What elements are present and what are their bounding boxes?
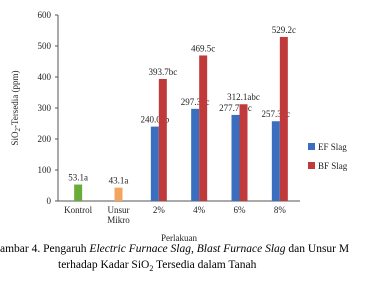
bar (271, 121, 280, 201)
y-label-sub: 2 (14, 128, 22, 132)
y-tick-label: 500 (38, 41, 52, 51)
bar (231, 114, 240, 201)
caption-part: dan Unsur M (286, 243, 350, 255)
caption-part: ambar 4. Pengaruh (0, 243, 89, 255)
legend-label: BF Slag (318, 161, 348, 171)
x-axis-label: Perlakuan (161, 233, 197, 243)
y-tick-label: 400 (38, 72, 52, 82)
y-label-part: SiO (10, 131, 20, 146)
y-tick-label: 600 (38, 10, 52, 20)
legend-swatch (308, 143, 315, 150)
value-label: 53.1a (68, 173, 88, 183)
x-tick-label: Kontrol (64, 205, 92, 215)
x-tick-line: 4% (193, 205, 206, 215)
x-tick-line: 8% (274, 205, 287, 215)
y-tick-label: 200 (38, 134, 52, 144)
value-label: 277.7abc (219, 103, 252, 113)
value-label: 469.5c (191, 43, 215, 53)
x-tick-line: 2% (153, 205, 166, 215)
caption-part: Tersedia dalam Tanah (153, 259, 256, 271)
caption-part: terhadap Kadar SiO (58, 259, 149, 271)
bar (158, 78, 167, 201)
x-tick-line: Kontrol (64, 205, 92, 215)
legend-label: EF Slag (318, 142, 347, 152)
y-tick-label: 100 (38, 165, 52, 175)
y-tick-label: 300 (38, 103, 52, 113)
bar (114, 187, 123, 201)
x-tick-label: 4% (193, 205, 206, 215)
x-tick-line: Unsur (108, 205, 130, 215)
bar (279, 36, 288, 201)
value-label: 43.1a (109, 176, 129, 186)
caption-line: ambar 4. Pengaruh Electric Furnace Slag,… (0, 243, 349, 255)
bar (199, 55, 208, 201)
caption-part: , (191, 243, 197, 255)
value-label: 257.3bc (261, 109, 290, 119)
value-label: 393.7bc (148, 67, 177, 77)
x-tick-line: Mikro (107, 215, 130, 225)
value-label: 529.2c (272, 25, 296, 35)
x-tick-label: 6% (234, 205, 247, 215)
legend-swatch (308, 162, 315, 169)
y-label-part: -Tersedia (ppm) (10, 70, 20, 128)
caption-sub: 2 (149, 264, 153, 273)
bar (74, 184, 83, 201)
x-tick-label: 8% (274, 205, 287, 215)
x-tick-line: 6% (234, 205, 247, 215)
bar (191, 108, 200, 201)
x-tick-label: 2% (153, 205, 166, 215)
y-axis-label: SiO2-Tersedia (ppm) (10, 70, 22, 145)
value-label: 312.1abc (227, 92, 260, 102)
caption-part: Electric Furnace Slag (88, 243, 191, 255)
value-label: 297.3bc (181, 97, 210, 107)
caption-line: terhadap Kadar SiO2 Tersedia dalam Tanah (58, 259, 257, 273)
y-tick-label: 0 (47, 196, 52, 206)
bar (150, 126, 159, 201)
caption-part: Blast Furnace Slag (197, 243, 286, 255)
x-tick-label: Unsur Mikro (107, 205, 130, 225)
value-label: 240.0ab (140, 115, 169, 125)
bar (239, 104, 248, 201)
